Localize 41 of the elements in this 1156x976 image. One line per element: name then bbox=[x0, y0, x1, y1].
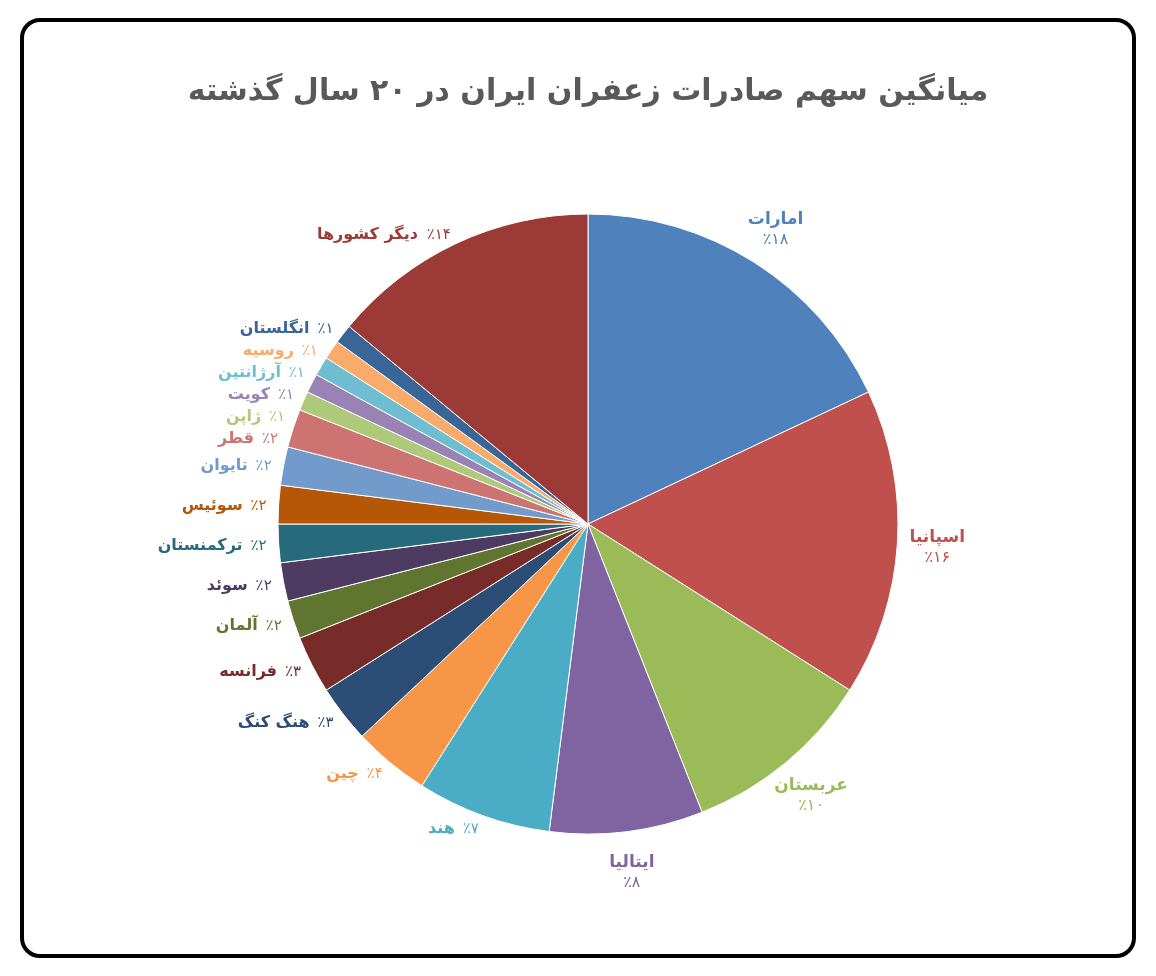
chart-title: میانگین سهم صادرات زعفران ایران در ۲۰ سال گذشته bbox=[187, 72, 989, 108]
data-label: ٪۲ bbox=[255, 455, 272, 474]
slice-label: هند bbox=[428, 817, 455, 837]
data-label: ٪۱ bbox=[288, 362, 305, 381]
data-label: ٪۱ bbox=[277, 384, 295, 403]
slice-label: اسپانیا bbox=[909, 525, 966, 547]
data-label: ٪۴ bbox=[366, 764, 383, 783]
slice-label: ژاپن bbox=[226, 405, 262, 426]
slice-label: فرانسه bbox=[219, 661, 278, 681]
slice-label: هنگ کنگ bbox=[237, 712, 310, 732]
data-label: ٪۸ bbox=[623, 872, 641, 892]
slice-label: سوئیس bbox=[181, 494, 243, 514]
data-label: ٪۱ bbox=[317, 318, 334, 337]
slice-label: دیگر کشورها bbox=[316, 223, 418, 243]
slice-label: ترکمنستان bbox=[157, 535, 243, 555]
data-label: ٪۳ bbox=[284, 662, 302, 681]
slice-label: روسیه bbox=[242, 339, 294, 359]
slice-label: آرژانتین bbox=[218, 360, 282, 381]
data-label: ٪۱۶ bbox=[924, 546, 951, 566]
data-label: ٪۲ bbox=[250, 495, 267, 514]
slice-label: عربستان bbox=[774, 773, 848, 795]
data-label: ٪۲ bbox=[250, 536, 267, 555]
data-label: ٪۲ bbox=[261, 428, 279, 447]
data-label: ٪۱۴ bbox=[426, 224, 451, 243]
slice-label: سوئد bbox=[206, 575, 248, 595]
slice-label: چین bbox=[326, 763, 359, 784]
slice-label: کویت bbox=[227, 383, 271, 403]
slice-label: قطر bbox=[217, 427, 255, 447]
data-label: ٪۱ bbox=[269, 406, 286, 425]
slice-label: امارات bbox=[747, 208, 804, 229]
data-label: ٪۱ bbox=[301, 340, 318, 359]
slice-label: آلمان bbox=[215, 613, 259, 634]
data-label: ٪۳ bbox=[317, 713, 334, 732]
slice-label: تایوان bbox=[200, 454, 248, 474]
data-label: ٪۲ bbox=[255, 576, 272, 595]
data-label: ٪۱۰ bbox=[798, 794, 824, 814]
data-label: ٪۱۸ bbox=[762, 229, 789, 249]
slice-label: ایتالیا bbox=[609, 851, 655, 872]
data-label: ٪۷ bbox=[462, 818, 479, 837]
slice-label: انگلستان bbox=[239, 317, 310, 337]
data-label: ٪۲ bbox=[265, 615, 282, 634]
